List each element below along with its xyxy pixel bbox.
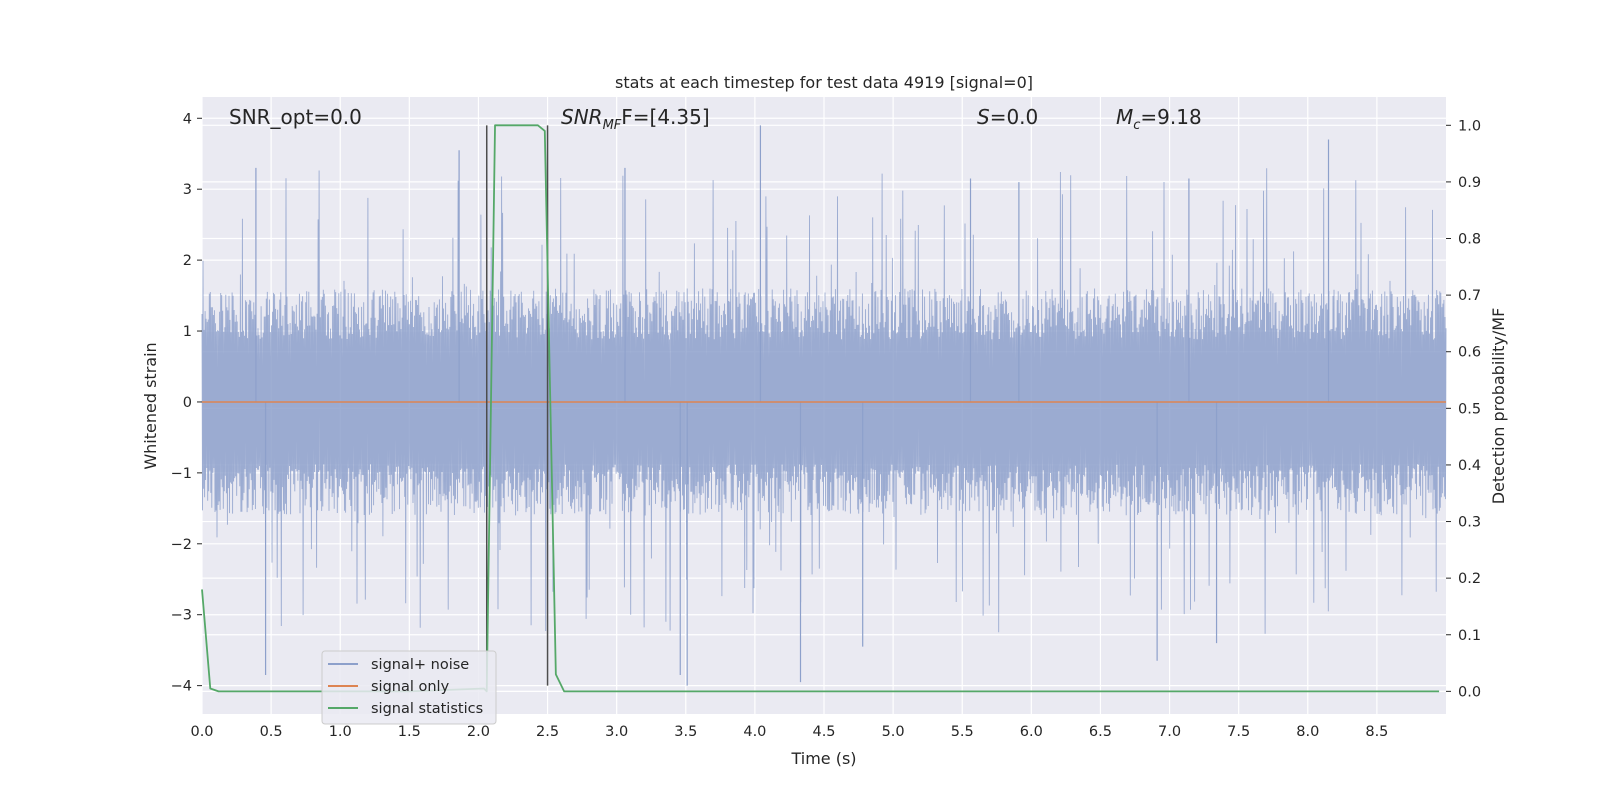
annotation-chirp-mass-sub: c xyxy=(1133,118,1140,133)
annotation-s-stat: S=0.0 xyxy=(977,105,1038,129)
y-tick-label-right: 0.0 xyxy=(1458,684,1481,700)
x-tick-label: 2.5 xyxy=(536,724,559,740)
annotation-chirp-mass-main: M xyxy=(1116,105,1133,129)
x-tick-label: 0.5 xyxy=(260,724,283,740)
x-tick-label: 6.5 xyxy=(1089,724,1112,740)
y-tick-label-right: 0.3 xyxy=(1458,515,1481,531)
annotation-snr-mf-value: F=[4.35] xyxy=(621,105,709,129)
annotation-s-stat-main: S xyxy=(977,105,990,129)
x-tick-label: 8.0 xyxy=(1296,724,1319,740)
annotation-snr-mf: SNRMFF=[4.35] xyxy=(561,105,710,133)
annotation-chirp-mass-value: =9.18 xyxy=(1140,105,1201,129)
x-tick-label: 5.5 xyxy=(951,724,974,740)
y-tick-label: −1 xyxy=(171,466,192,482)
signal-noise-trace xyxy=(201,168,1447,634)
y-tick-label: 0 xyxy=(183,395,192,411)
y-tick-label-right: 0.5 xyxy=(1458,401,1481,417)
annotation-s-stat-value: =0.0 xyxy=(990,105,1039,129)
y-tick-label-right: 0.6 xyxy=(1458,345,1481,361)
y-tick-label: 1 xyxy=(183,324,192,340)
annotation-snr-opt: SNR_opt=0.0 xyxy=(229,105,362,129)
x-tick-label: 3.0 xyxy=(605,724,628,740)
x-tick-label: 7.0 xyxy=(1158,724,1181,740)
y-tick-labels-left: −4 −3 −2 −1 0 1 2 3 4 xyxy=(171,111,202,695)
x-tick-label: 1.5 xyxy=(398,724,421,740)
legend-box xyxy=(321,650,497,725)
y-tick-label: 2 xyxy=(183,253,192,269)
annotation-chirp-mass: Mc=9.18 xyxy=(1116,105,1202,133)
x-tick-label: 8.5 xyxy=(1365,724,1388,740)
x-tick-label: 3.5 xyxy=(674,724,697,740)
signal-plus-noise-series xyxy=(201,125,1447,686)
legend: signal+ noise signal only signal statist… xyxy=(321,650,497,725)
y-tick-label: 4 xyxy=(183,111,192,127)
y-axis-label-right: Detection probability/MF xyxy=(1489,308,1508,505)
y-axis-label: Whitened strain xyxy=(141,342,160,469)
x-tick-label: 1.0 xyxy=(329,724,352,740)
y-tick-label-right: 0.9 xyxy=(1458,175,1481,191)
chart-title: stats at each timestep for test data 491… xyxy=(615,73,1033,92)
x-tick-labels: 0.0 0.5 1.0 1.5 2.0 2.5 3.0 3.5 4.0 4.5 5.0 5.5 6.0 6… xyxy=(190,724,1388,740)
y-tick-labels-right: 0.0 0.1 0.2 0.3 0.4 0.5 0.6 0.7 0.8 0.9 1.0 xyxy=(1446,118,1481,700)
x-tick-label: 4.0 xyxy=(743,724,766,740)
legend-label-signal-statistics: signal statistics xyxy=(371,701,483,717)
y-tick-label-right: 1.0 xyxy=(1458,118,1481,134)
y-tick-label-right: 0.1 xyxy=(1458,628,1481,644)
x-tick-label: 2.0 xyxy=(467,724,490,740)
y-tick-label-right: 0.7 xyxy=(1458,288,1481,304)
y-tick-label-right: 0.4 xyxy=(1458,458,1481,474)
legend-label-signal-only: signal only xyxy=(371,679,450,695)
y-tick-label: −4 xyxy=(171,679,192,695)
annotation-snr-mf-main: SNR xyxy=(561,105,603,129)
y-tick-label-right: 0.8 xyxy=(1458,232,1481,248)
y-tick-label: 3 xyxy=(183,182,192,198)
x-tick-label: 5.0 xyxy=(882,724,905,740)
y-tick-label: −2 xyxy=(171,537,192,553)
y-tick-label: −3 xyxy=(171,608,192,624)
x-axis-label: Time (s) xyxy=(790,749,856,768)
x-tick-label: 6.0 xyxy=(1020,724,1043,740)
annotation-snr-mf-sub: MF xyxy=(603,118,622,133)
y-tick-label-right: 0.2 xyxy=(1458,571,1481,587)
x-tick-label: 7.5 xyxy=(1227,724,1250,740)
marker-vertical-lines xyxy=(485,125,549,686)
x-tick-label: 0.0 xyxy=(190,724,213,740)
x-tick-label: 4.5 xyxy=(812,724,835,740)
legend-label-signal-noise: signal+ noise xyxy=(371,657,469,673)
